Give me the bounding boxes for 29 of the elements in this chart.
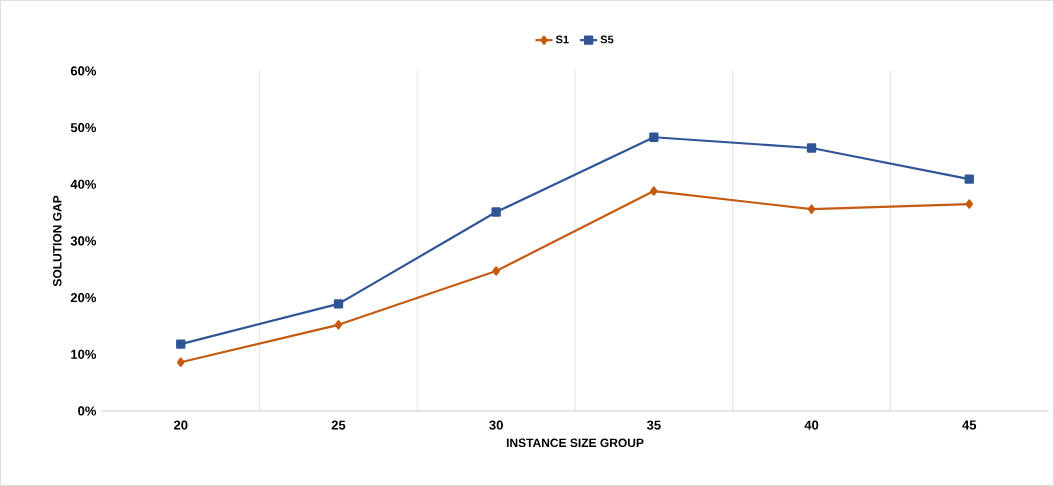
y-tick-label: 50% <box>70 123 97 133</box>
x-tick-label: 35 <box>646 420 661 430</box>
x-axis-title: INSTANCE SIZE GROUP <box>506 438 644 448</box>
legend-label: S1 <box>555 35 569 44</box>
y-axis-title: SOLUTION GAP <box>53 195 62 287</box>
point <box>807 204 816 214</box>
point <box>650 186 658 196</box>
y-tick-label: 60% <box>70 66 97 76</box>
y-tick-label: 30% <box>70 236 97 246</box>
point <box>965 199 974 209</box>
y-tick-label: 40% <box>70 179 97 189</box>
legend-label: S5 <box>600 35 614 44</box>
point <box>176 339 186 349</box>
point <box>334 320 343 330</box>
y-tick-label: 0% <box>78 406 97 416</box>
x-tick-label: 20 <box>173 420 188 430</box>
y-tick-label: 20% <box>70 293 97 303</box>
x-tick-label: 45 <box>962 420 977 430</box>
x-tick-label: 40 <box>804 420 819 430</box>
x-tick-label: 25 <box>331 420 346 430</box>
point <box>176 357 185 367</box>
point <box>806 143 817 153</box>
point <box>492 266 500 276</box>
x-tick-label: 30 <box>489 420 503 430</box>
point <box>491 207 501 217</box>
point <box>649 132 659 142</box>
point <box>333 299 344 309</box>
y-tick-label: 10% <box>71 349 97 359</box>
point <box>964 174 974 184</box>
